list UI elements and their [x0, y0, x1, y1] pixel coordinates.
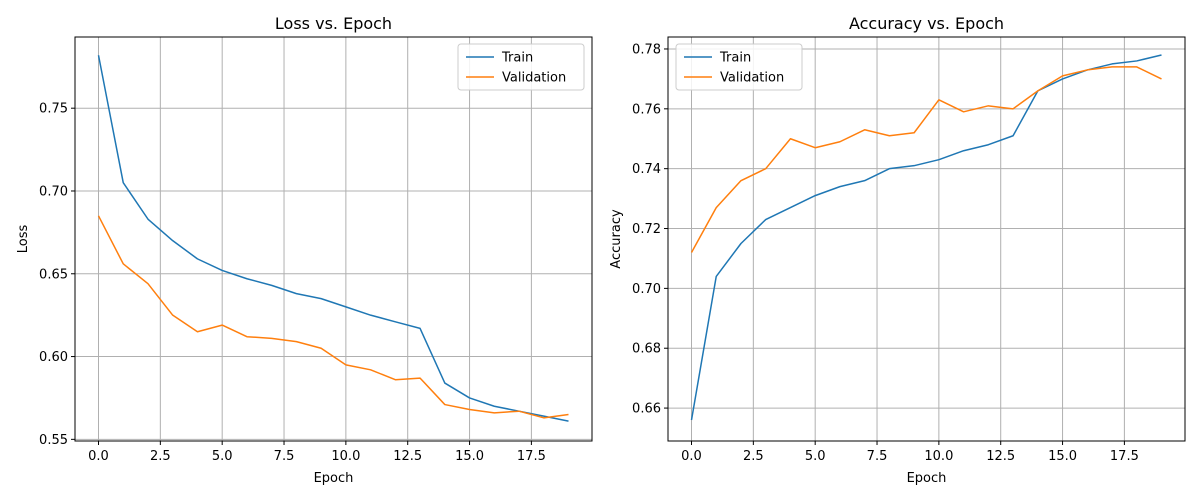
chart-1-ytick-label-5: 0.76 [632, 102, 661, 117]
chart-0-ytick-label-0: 0.55 [39, 433, 68, 448]
chart-0-series-validation-line [97, 215, 569, 419]
chart-1-ytick-label-6: 0.78 [632, 42, 661, 57]
accuracy-chart: 0.0 2.5 5.0 7.5 10.0 12.5 15.0 17.5 0.66 0.68 0.70… [609, 14, 1186, 486]
chart-0-xtick-label-3: 7.5 [274, 449, 295, 464]
chart-0-xtick-label-5: 12.5 [393, 449, 422, 464]
chart-1-xtick-label-4: 10.0 [924, 449, 953, 464]
chart-1-xtick-label-1: 2.5 [743, 449, 764, 464]
chart-1-xtick-label-2: 5.0 [805, 449, 826, 464]
chart-1-ytick-label-2: 0.70 [632, 282, 661, 297]
chart-0-series-train-line [97, 55, 569, 422]
chart-1-title: Accuracy vs. Epoch [849, 14, 1004, 33]
chart-1-series-train-line [690, 54, 1162, 421]
chart-1-ylabel: Accuracy [609, 209, 624, 269]
chart-0-legend-label-validation: Validation [502, 71, 566, 86]
chart-0-xtick-label-2: 5.0 [212, 449, 233, 464]
chart-1-ytick-label-4: 0.74 [632, 162, 661, 177]
chart-0-xlabel: Epoch [314, 471, 354, 486]
chart-0-xtick-label-1: 2.5 [150, 449, 171, 464]
chart-1-plot-frame [667, 36, 1186, 442]
chart-0-xtick-label-7: 17.5 [517, 449, 546, 464]
chart-0-ytick-label-1: 0.60 [39, 350, 68, 365]
chart-0-ytick-label-2: 0.65 [39, 267, 68, 282]
chart-1-ytick-label-3: 0.72 [632, 222, 661, 237]
chart-1-ytick-label-1: 0.68 [632, 342, 661, 357]
chart-0-xtick-label-6: 15.0 [455, 449, 484, 464]
chart-1-legend-label-validation: Validation [720, 71, 784, 86]
chart-1-xlabel: Epoch [907, 471, 947, 486]
chart-1-xtick-label-5: 12.5 [986, 449, 1015, 464]
chart-0-plot-frame [74, 36, 593, 442]
chart-1-xtick-label-0: 0.0 [681, 449, 702, 464]
chart-0-title: Loss vs. Epoch [275, 14, 392, 33]
chart-0-ytick-label-3: 0.70 [39, 184, 68, 199]
chart-1-xtick-label-3: 7.5 [867, 449, 888, 464]
chart-1-legend-label-train: Train [719, 51, 751, 66]
chart-1-xtick-label-6: 15.0 [1048, 449, 1077, 464]
chart-1-series-validation-line [690, 66, 1162, 253]
chart-0-ytick-label-4: 0.75 [39, 102, 68, 117]
chart-0-legend-label-train: Train [501, 51, 533, 66]
chart-1-xtick-label-7: 17.5 [1110, 449, 1139, 464]
chart-0-legend-box [457, 43, 585, 91]
chart-0-xtick-label-0: 0.0 [88, 449, 109, 464]
chart-0-xtick-label-4: 10.0 [331, 449, 360, 464]
chart-0-ylabel: Loss [16, 225, 31, 254]
chart-1-ytick-label-0: 0.66 [632, 402, 661, 417]
chart-1-legend: Train Validation [675, 43, 803, 91]
chart-0-legend: Train Validation [457, 43, 585, 91]
loss-chart: 0.0 2.5 5.0 7.5 10.0 12.5 15.0 17.5 0.55 0.60 0.65… [16, 14, 593, 486]
chart-1-legend-box [675, 43, 803, 91]
